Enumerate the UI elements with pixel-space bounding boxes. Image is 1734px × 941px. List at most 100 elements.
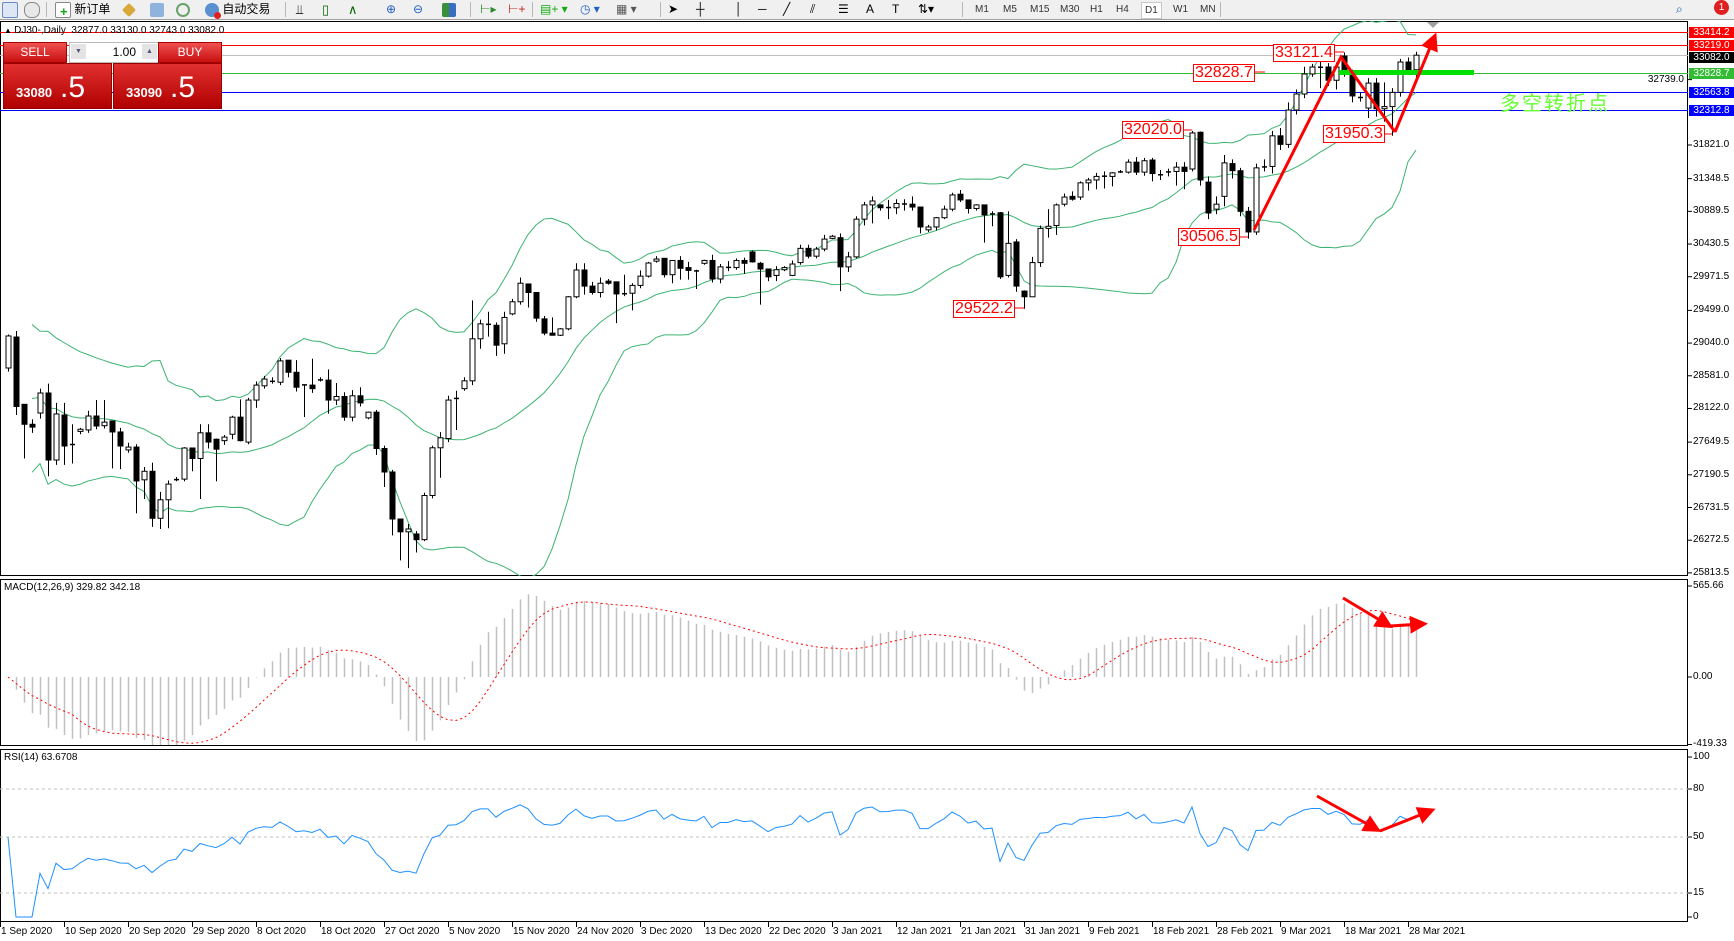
signals-icon[interactable] bbox=[176, 1, 190, 18]
candle bbox=[1102, 171, 1107, 189]
periods-icon[interactable]: ◷ ▾ bbox=[580, 2, 600, 16]
candle bbox=[1069, 191, 1076, 201]
candle-body-bull bbox=[1109, 172, 1116, 177]
vertical-line-icon[interactable]: │ bbox=[735, 2, 743, 16]
fibonacci-icon[interactable]: ☰ bbox=[838, 2, 849, 16]
text-label-icon[interactable]: T bbox=[892, 2, 900, 16]
new-order-button[interactable]: + 新订单 bbox=[55, 1, 110, 18]
annotation-label-pivot[interactable]: 32828.7 bbox=[1193, 64, 1255, 82]
candle bbox=[1318, 60, 1323, 89]
candle-body-bear bbox=[997, 212, 1004, 278]
rsi-title: RSI(14) 63.6708 bbox=[4, 752, 78, 763]
price-level-label: 32828.7 bbox=[1689, 68, 1734, 79]
candle bbox=[941, 205, 948, 220]
toolbar-separator bbox=[1220, 2, 1221, 17]
trendline-icon[interactable]: ╱ bbox=[783, 2, 791, 16]
candle-body-bull bbox=[1293, 93, 1300, 111]
candlestick-icon[interactable]: ▯ bbox=[322, 2, 330, 17]
zoom-out-icon[interactable]: ⊖ bbox=[413, 2, 424, 16]
line-chart-icon[interactable]: ∧ bbox=[348, 2, 358, 17]
reversal-point-note[interactable]: 多空转折点 bbox=[1500, 91, 1610, 115]
flat-arrow-macd[interactable] bbox=[1389, 615, 1428, 634]
timeframe-w1[interactable]: W1 bbox=[1173, 4, 1188, 15]
candle bbox=[925, 224, 932, 232]
annotation-label-mar-low[interactable]: 31950.3 bbox=[1323, 125, 1385, 143]
zoom-in-icon[interactable]: ⊕ bbox=[386, 2, 397, 16]
timeframe-d1[interactable]: D1 bbox=[1141, 2, 1162, 19]
equidistant-channel-icon[interactable]: ⫽ bbox=[810, 2, 816, 16]
candle bbox=[1093, 172, 1100, 190]
candle bbox=[957, 189, 964, 203]
axis-ticks bbox=[0, 79, 1692, 927]
lot-decrease-button[interactable]: ▼ bbox=[71, 44, 86, 59]
sell-button[interactable]: SELL bbox=[3, 42, 67, 63]
candle-body-bull bbox=[869, 200, 876, 206]
candle bbox=[645, 261, 652, 278]
lot-increase-button[interactable]: ▲ bbox=[142, 44, 157, 59]
crosshair-icon[interactable]: ┼ bbox=[696, 2, 705, 16]
lot-size-input[interactable]: 1.00 bbox=[112, 45, 136, 59]
annotation-label-high[interactable]: 33121.4 bbox=[1273, 44, 1335, 62]
timeframe-m15[interactable]: M15 bbox=[1030, 4, 1050, 15]
annotation-label-feb-low[interactable]: 30506.5 bbox=[1178, 228, 1240, 246]
candle-body-bull bbox=[925, 226, 932, 231]
navigator-icon[interactable] bbox=[150, 1, 164, 18]
sell-price-button[interactable]: 33080 .5 bbox=[3, 63, 112, 109]
candle bbox=[525, 283, 532, 308]
templates-icon[interactable]: ▦ ▾ bbox=[616, 2, 637, 16]
candle-body-bear bbox=[1149, 159, 1156, 175]
chart-shift-icon[interactable]: ⊢▸ bbox=[480, 2, 497, 16]
timeframe-m30[interactable]: M30 bbox=[1060, 4, 1080, 15]
up-arrow-rsi[interactable] bbox=[1379, 807, 1436, 833]
buy-button[interactable]: BUY bbox=[158, 42, 222, 63]
text-icon[interactable]: A bbox=[866, 2, 875, 16]
collapse-triangle-icon[interactable]: ▲ bbox=[4, 26, 15, 35]
annotation-label-feb-high[interactable]: 32020.0 bbox=[1122, 121, 1184, 139]
date-axis-label: 3 Jan 2021 bbox=[833, 926, 883, 937]
price-axis-label: 28581.0 bbox=[1693, 370, 1730, 381]
zoom-history-icon[interactable] bbox=[24, 1, 40, 18]
timeframe-h4[interactable]: H4 bbox=[1116, 4, 1129, 15]
lot-size-stepper[interactable]: ▼ 1.00 ▲ bbox=[69, 42, 159, 63]
rsi-axis-label: 50 bbox=[1693, 831, 1705, 842]
candle bbox=[261, 375, 268, 389]
date-axis-label: 22 Dec 2020 bbox=[769, 926, 826, 937]
candle-body-bull bbox=[781, 267, 788, 271]
down-arrow-macd[interactable] bbox=[1342, 596, 1394, 629]
timeframe-mn[interactable]: MN bbox=[1200, 4, 1216, 15]
trend-arrow-main[interactable] bbox=[1252, 54, 1397, 231]
down-arrow-rsi[interactable] bbox=[1316, 794, 1382, 832]
bar-chart-icon[interactable]: ⫫ bbox=[296, 2, 304, 17]
candle-body-bear bbox=[589, 285, 596, 294]
candle bbox=[949, 192, 956, 212]
candle bbox=[333, 382, 340, 406]
autoscroll-icon[interactable]: ⊢+ bbox=[508, 2, 526, 16]
timeframe-m5[interactable]: M5 bbox=[1003, 4, 1017, 15]
up-arrow-main[interactable] bbox=[1393, 32, 1438, 133]
candle-body-bull bbox=[333, 395, 340, 401]
pivot-green-line[interactable] bbox=[1339, 70, 1474, 75]
candle-body-bull bbox=[1125, 161, 1132, 173]
horizontal-line-icon[interactable]: ─ bbox=[758, 2, 767, 16]
annotation-label-jan-low[interactable]: 29522.2 bbox=[953, 300, 1015, 318]
macd-axis-label: -419.33 bbox=[1693, 738, 1727, 750]
search-icon[interactable]: ⌕ bbox=[1676, 2, 1683, 16]
cursor-icon[interactable]: ➤ bbox=[668, 2, 679, 16]
timeframe-m1[interactable]: M1 bbox=[975, 4, 989, 15]
new-chart-icon[interactable] bbox=[2, 1, 18, 18]
candle bbox=[541, 316, 548, 336]
auto-trading-button[interactable]: 自动交易 bbox=[205, 1, 270, 19]
buy-price-button[interactable]: 33090 .5 bbox=[113, 63, 222, 109]
arrows-icon[interactable]: ⇅▾ bbox=[918, 2, 935, 16]
candle-body-bull bbox=[1397, 61, 1404, 93]
candle bbox=[389, 469, 396, 536]
timeframe-h1[interactable]: H1 bbox=[1090, 4, 1103, 15]
candle-body-bull bbox=[565, 296, 572, 330]
candle-body-bear bbox=[61, 414, 68, 447]
buy-price-fraction: .5 bbox=[170, 71, 196, 104]
tile-windows-icon[interactable] bbox=[442, 1, 456, 18]
chart-shift-marker[interactable] bbox=[1427, 22, 1439, 28]
indicators-icon[interactable]: ▤+ ▾ bbox=[540, 2, 568, 16]
notification-badge[interactable]: 1 bbox=[1714, 0, 1729, 15]
